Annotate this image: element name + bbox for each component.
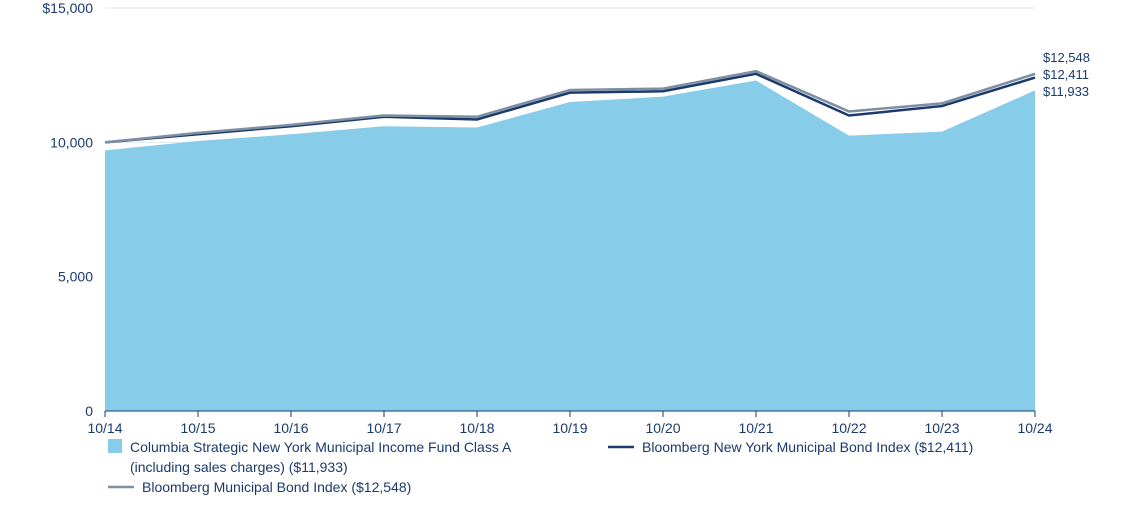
x-tick-label: 10/20 (645, 420, 680, 436)
growth-chart: 0 5,000 10,000 $15,000 10/14 10/15 10/16 10/17 1… (0, 0, 1121, 515)
x-tick-label: 10/17 (366, 420, 401, 436)
legend-swatch-area (108, 439, 122, 453)
x-tick-label: 10/16 (273, 420, 308, 436)
legend-label-columbia-1: Columbia Strategic New York Municipal In… (130, 439, 512, 455)
end-label-columbia: $11,933 (1043, 84, 1089, 99)
legend-label-ny: Bloomberg New York Municipal Bond Index … (642, 439, 973, 455)
x-tick-label: 10/24 (1017, 420, 1052, 436)
x-tick-label: 10/19 (552, 420, 587, 436)
y-tick-label: $15,000 (42, 0, 93, 16)
end-label-bloomberg_muni: $12,548 (1043, 50, 1090, 65)
y-tick-label: 0 (85, 403, 93, 419)
x-tick-label: 10/15 (180, 420, 215, 436)
x-tick-label: 10/21 (738, 420, 773, 436)
y-tick-label: 10,000 (50, 134, 93, 150)
legend-label-muni: Bloomberg Municipal Bond Index ($12,548) (142, 479, 411, 495)
chart-svg: 0 5,000 10,000 $15,000 10/14 10/15 10/16 10/17 1… (0, 0, 1121, 515)
x-tick-label: 10/22 (831, 420, 866, 436)
y-tick-label: 5,000 (58, 269, 93, 285)
legend-label-columbia-2: (including sales charges) ($11,933) (130, 459, 348, 475)
x-tick-label: 10/18 (459, 420, 494, 436)
end-label-bloomberg_ny: $12,411 (1043, 67, 1089, 82)
x-tick-label: 10/14 (87, 420, 122, 436)
x-tick-label: 10/23 (924, 420, 959, 436)
